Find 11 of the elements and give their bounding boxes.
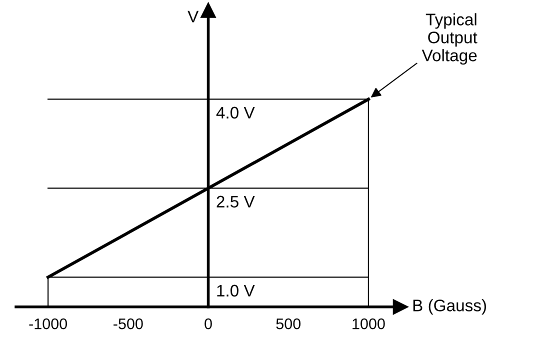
x-tick-label: 500 bbox=[276, 318, 301, 330]
annotation: Typical Output Voltage bbox=[422, 13, 478, 65]
ref-line-label: 2.5 V bbox=[216, 196, 255, 208]
x-tick-label: -500 bbox=[114, 318, 143, 330]
x-axis-title: B (Gauss) bbox=[413, 299, 486, 315]
ref-line-label: 4.0 V bbox=[216, 106, 255, 119]
x-tick-label: -1000 bbox=[29, 318, 67, 330]
ref-line-label: 1.0 V bbox=[217, 284, 255, 297]
y-axis-title: V bbox=[188, 10, 199, 22]
x-tick-label: 1000 bbox=[352, 318, 385, 330]
x-tick-label: 0 bbox=[204, 318, 212, 330]
